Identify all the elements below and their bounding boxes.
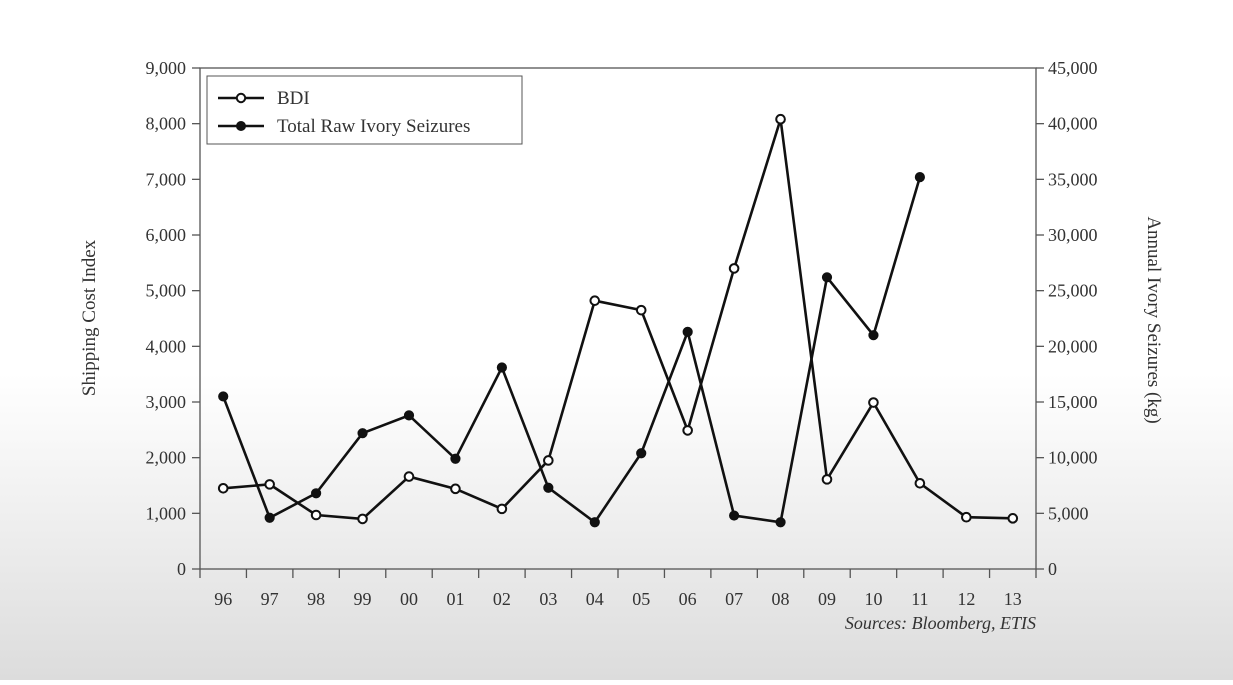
data-point-ivory-seizures [868,330,879,341]
data-point-bdi [821,474,833,485]
data-point-bdi [357,513,368,525]
left-tick-label: 2,000 [146,448,187,468]
data-point-bdi [682,425,693,436]
left-axis: 0 1,000 2,000 3,000 4,000 5,000 6,000 7,000 8,00… [146,58,200,579]
data-point-ivory-seizures [543,482,554,493]
data-point-ivory-seizures [357,428,368,439]
data-point-ivory-seizures [729,510,740,521]
data-point-bdi [543,455,554,466]
series-line-ivory-seizures [222,176,922,525]
data-point-bdi [450,483,461,495]
data-point-ivory-seizures [311,488,322,499]
data-point-bdi [1007,513,1019,524]
right-tick-label: 40,000 [1048,114,1098,134]
legend-ivory-label: Total Raw Ivory Seizures [277,116,470,137]
x-tick-label: 01 [446,589,464,609]
data-point-bdi [264,479,275,490]
right-axis: 0 5,000 10,000 15,000 20,000 25,000 30,000 35,0… [1036,58,1098,579]
left-tick-label: 7,000 [146,169,187,189]
data-point-bdi [635,304,647,316]
left-tick-label: 6,000 [146,225,187,245]
data-point-ivory-seizures [914,172,925,183]
left-tick-label: 1,000 [146,503,187,523]
x-axis: 96 97 98 99 00 01 02 03 04 05 06 07 08 09 10 11 12 13 [199,569,1037,609]
left-tick-label: 8,000 [146,114,187,134]
legend-bdi-label: BDI [277,88,310,109]
y-axis-title: Shipping Cost Index [79,239,100,396]
data-point-bdi [961,511,972,523]
data-point-ivory-seizures [682,326,693,337]
series-layer [217,113,1019,528]
x-tick-label: 00 [400,589,418,609]
x-tick-label: 03 [539,589,557,609]
right-tick-label: 0 [1048,559,1057,579]
data-point-bdi [914,477,926,489]
data-point-ivory-seizures [450,453,461,464]
legend-bdi-marker [235,92,247,104]
data-point-bdi [775,113,786,125]
legend-box [206,75,523,145]
x-tick-label: 10 [864,589,882,609]
data-point-ivory-seizures [218,391,229,402]
data-point-ivory-seizures [589,517,600,528]
left-tick-label: 9,000 [146,58,187,78]
data-point-ivory-seizures [403,410,415,421]
left-tick-label: 5,000 [146,281,187,301]
left-tick-label: 4,000 [146,336,187,356]
x-tick-label: 06 [679,589,697,609]
x-tick-label: 98 [307,589,325,609]
x-tick-label: 04 [586,589,604,609]
data-point-ivory-seizures [821,272,833,283]
right-tick-label: 45,000 [1048,58,1098,78]
right-tick-label: 15,000 [1048,392,1098,412]
data-point-bdi [589,295,601,306]
x-tick-label: 09 [818,589,836,609]
data-point-bdi [403,471,415,482]
x-tick-label: 96 [214,589,232,609]
x-tick-label: 02 [493,589,511,609]
right-tick-label: 35,000 [1048,169,1098,189]
data-point-bdi [728,263,740,274]
data-point-bdi [217,482,229,494]
x-tick-label: 13 [1004,589,1022,609]
source-note: Sources: Bloomberg, ETIS [845,613,1036,633]
right-tick-label: 25,000 [1048,281,1098,301]
data-point-ivory-seizures [496,362,507,373]
right-tick-label: 30,000 [1048,225,1098,245]
data-point-bdi [868,397,879,408]
x-tick-label: 97 [261,589,279,609]
x-tick-label: 08 [772,589,790,609]
right-tick-label: 10,000 [1048,448,1098,468]
x-tick-label: 07 [725,589,743,609]
x-tick-label: 99 [354,589,372,609]
x-tick-label: 11 [911,589,928,609]
y2-axis-title: Annual Ivory Seizures (kg) [1143,216,1164,423]
legend-ivory-marker [236,121,246,131]
x-tick-label: 05 [632,589,650,609]
right-tick-label: 5,000 [1048,503,1089,523]
data-point-bdi [496,503,508,515]
data-point-ivory-seizures [775,517,786,528]
data-point-ivory-seizures [264,512,275,523]
right-tick-label: 20,000 [1048,336,1098,356]
left-tick-label: 3,000 [146,392,187,412]
data-point-bdi [310,509,322,521]
series-line-bdi [223,118,1013,521]
legend: BDI Total Raw Ivory Seizures [206,75,523,145]
x-tick-label: 12 [957,589,975,609]
data-point-ivory-seizures [636,448,647,459]
left-tick-label: 0 [177,559,186,579]
